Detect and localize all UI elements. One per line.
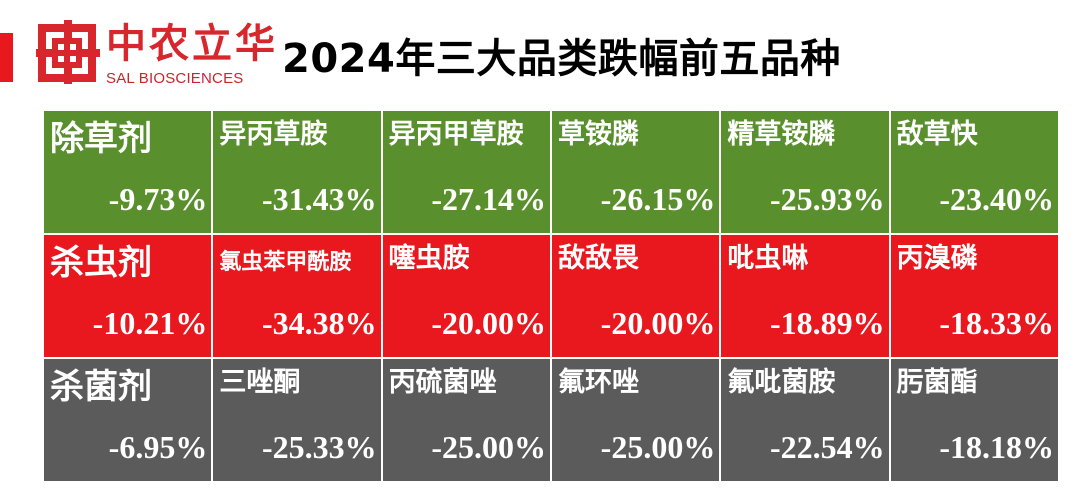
product-change-value: -26.15%: [600, 181, 716, 217]
product-change-value: -27.14%: [431, 181, 546, 217]
product-cell: 肟菌酯 -18.18%: [890, 359, 1058, 481]
product-cell: 氟环唑 -25.00%: [551, 359, 720, 481]
product-cell: 异丙草胺 -31.43%: [213, 111, 381, 233]
product-cell: 丙硫菌唑 -25.00%: [382, 359, 550, 481]
product-cell: 氟吡菌胺 -22.54%: [721, 359, 889, 481]
product-name: 吡虫啉: [727, 243, 809, 274]
product-change-value: -20.00%: [600, 305, 716, 341]
page-title: 2024年三大品类跌幅前五品种: [282, 36, 841, 82]
product-name: 敌草快: [896, 119, 978, 150]
product-cell: 精草铵膦 -25.93%: [721, 111, 889, 233]
product-name: 异丙甲草胺: [388, 119, 524, 150]
product-name: 氟吡菌胺: [727, 367, 836, 398]
product-change-value: -34.38%: [262, 305, 377, 341]
logo-chinese-text: 中农立华: [106, 20, 278, 67]
logo-mark-icon: [36, 20, 100, 84]
product-name: 精草铵膦: [727, 119, 836, 150]
product-name: 草铵膦: [557, 119, 639, 150]
product-name: 敌敌畏: [557, 243, 639, 274]
product-cell: 噻虫胺 -20.00%: [382, 235, 550, 357]
product-cell: 敌草快 -23.40%: [890, 111, 1058, 233]
product-change-value: -25.33%: [262, 429, 377, 465]
product-change-value: -20.00%: [431, 305, 546, 341]
product-name: 丙硫菌唑: [388, 367, 497, 398]
category-change-value: -10.21%: [92, 305, 208, 341]
product-name: 噻虫胺: [388, 243, 470, 274]
product-cell: 异丙甲草胺 -27.14%: [382, 111, 550, 233]
logo-english-text: SAL BIOSCIENCES: [106, 70, 244, 87]
category-change-value: -9.73%: [108, 181, 208, 217]
category-change-value: -6.95%: [108, 429, 208, 465]
product-name: 氟环唑: [557, 367, 639, 398]
product-change-value: -18.89%: [770, 305, 885, 341]
product-name: 丙溴磷: [896, 243, 978, 274]
product-name: 异丙草胺: [219, 119, 328, 150]
accent-bar: [0, 33, 13, 82]
product-change-value: -22.54%: [770, 429, 885, 465]
product-cell: 吡虫啉 -18.89%: [721, 235, 889, 357]
category-name: 杀菌剂: [50, 367, 152, 407]
product-cell: 三唑酮 -25.33%: [213, 359, 381, 481]
decline-table: 除草剂 -9.73% 异丙草胺 -31.43% 异丙甲草胺 -27.14% 草铵膦 -26.1…: [42, 109, 1060, 483]
product-cell: 敌敌畏 -20.00%: [551, 235, 720, 357]
company-logo: 中农立华 SAL BIOSCIENCES: [36, 18, 275, 96]
product-name: 氯虫苯甲酰胺: [219, 250, 352, 275]
product-change-value: -23.40%: [939, 181, 1054, 217]
product-change-value: -25.93%: [770, 181, 885, 217]
category-name: 除草剂: [50, 119, 152, 159]
category-name: 杀虫剂: [50, 243, 152, 283]
product-change-value: -25.00%: [600, 429, 716, 465]
product-cell: 丙溴磷 -18.33%: [890, 235, 1058, 357]
product-name: 肟菌酯: [896, 367, 978, 398]
product-change-value: -25.00%: [431, 429, 546, 465]
category-cell: 杀虫剂 -10.21%: [44, 235, 212, 357]
category-cell: 杀菌剂 -6.95%: [44, 359, 212, 481]
product-cell: 氯虫苯甲酰胺 -34.38%: [213, 235, 381, 357]
product-change-value: -18.33%: [939, 305, 1054, 341]
product-name: 三唑酮: [219, 367, 301, 398]
product-change-value: -18.18%: [939, 429, 1054, 465]
category-cell: 除草剂 -9.73%: [44, 111, 212, 233]
product-cell: 草铵膦 -26.15%: [551, 111, 720, 233]
product-change-value: -31.43%: [262, 181, 377, 217]
